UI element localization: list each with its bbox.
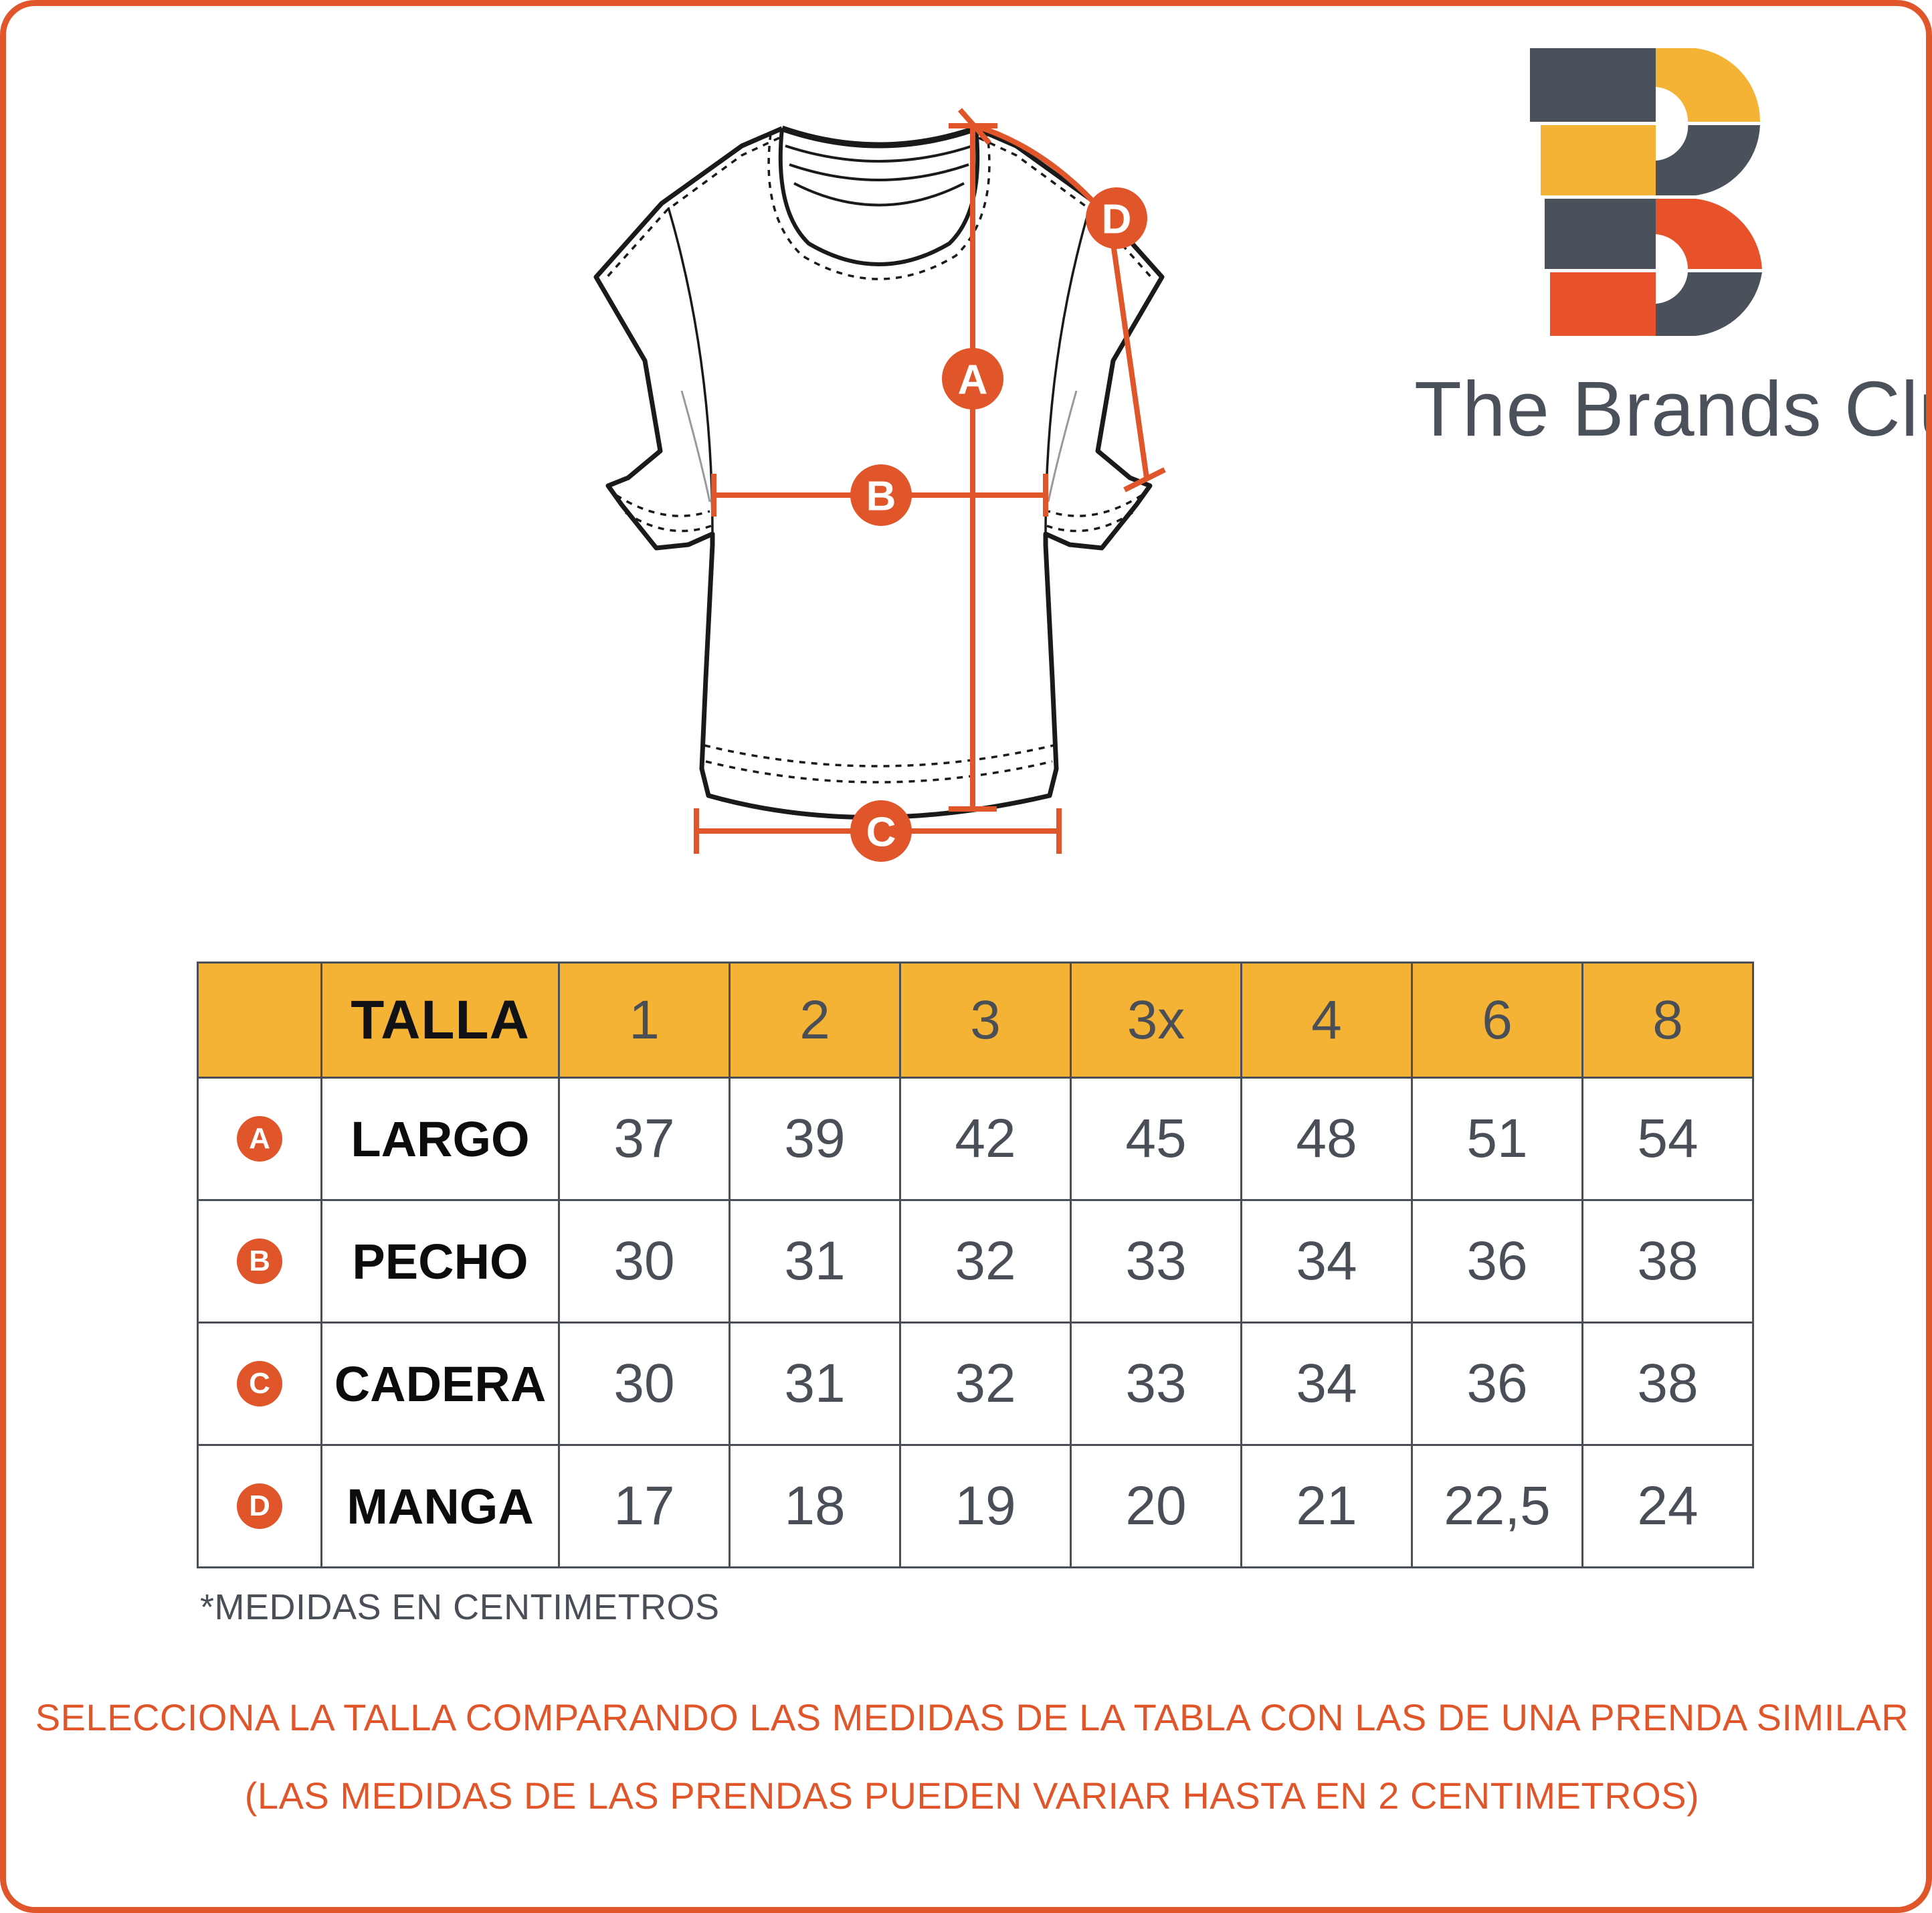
measure-line-A [949, 123, 997, 812]
table-header-row: TALLA 1 2 3 3x 4 6 8 [197, 962, 1754, 1079]
header-size-6: 6 [1411, 962, 1583, 1079]
row-badge-cell: B [197, 1199, 322, 1324]
cell-cadera-3: 32 [899, 1322, 1072, 1446]
row-badge-cell: A [197, 1077, 322, 1201]
cell-largo-8: 54 [1581, 1077, 1754, 1201]
header-size-4: 4 [1240, 962, 1413, 1079]
measure-badge-b: B [237, 1239, 282, 1284]
header-size-2: 2 [729, 962, 901, 1079]
measure-badge-a: A [237, 1116, 282, 1162]
cell-cadera-6: 36 [1411, 1322, 1583, 1446]
measure-badge-c: C [237, 1361, 282, 1406]
cell-pecho-6: 36 [1411, 1199, 1583, 1324]
sleeve-fold-lines [680, 390, 1078, 503]
svg-text:C: C [866, 810, 896, 856]
svg-text:A: A [958, 357, 988, 403]
measure-line-D [953, 108, 1166, 492]
neckline [778, 125, 980, 266]
cell-pecho-3x: 33 [1070, 1199, 1242, 1324]
cell-manga-2: 18 [729, 1444, 901, 1568]
table-row: A LARGO 37 39 42 45 48 51 54 [197, 1077, 1754, 1201]
bottom-hem-stitch [704, 744, 1054, 784]
cell-cadera-4: 34 [1240, 1322, 1413, 1446]
row-label-manga: MANGA [320, 1444, 560, 1568]
table-row: D MANGA 17 18 19 20 21 22,5 24 [197, 1444, 1754, 1568]
marker-B: B [850, 464, 912, 526]
header-size-8: 8 [1581, 962, 1754, 1079]
cell-cadera-1: 30 [558, 1322, 731, 1446]
cell-largo-3: 42 [899, 1077, 1072, 1201]
cell-manga-8: 24 [1581, 1444, 1754, 1568]
header-talla: TALLA [320, 962, 560, 1079]
cell-manga-3x: 20 [1070, 1444, 1242, 1568]
cell-pecho-3: 32 [899, 1199, 1072, 1324]
row-label-largo: LARGO [320, 1077, 560, 1201]
cell-pecho-4: 34 [1240, 1199, 1413, 1324]
brands-club-b-monogram-icon [1530, 48, 1762, 336]
marker-C: C [850, 800, 912, 862]
brand-logo: The Brands Club [1414, 36, 1926, 452]
tshirt-technical-drawing: A B C D [593, 108, 1166, 862]
cell-cadera-8: 38 [1581, 1322, 1754, 1446]
cell-largo-2: 39 [729, 1077, 901, 1201]
neckline-stitch [767, 133, 991, 280]
instruction-line-1: SELECCIONA LA TALLA COMPARANDO LAS MEDID… [35, 1696, 1909, 1738]
row-badge-cell: D [197, 1444, 322, 1568]
cell-largo-6: 51 [1411, 1077, 1583, 1201]
garment-diagram: A B C D [581, 76, 1324, 906]
row-badge-cell: C [197, 1322, 322, 1446]
header-size-1: 1 [558, 962, 731, 1079]
shoulder-stitch [603, 136, 1155, 282]
cell-pecho-1: 30 [558, 1199, 731, 1324]
cell-largo-3x: 45 [1070, 1077, 1242, 1201]
collar-rib-bands [785, 145, 973, 207]
cell-largo-4: 48 [1240, 1077, 1413, 1201]
cell-manga-1: 17 [558, 1444, 731, 1568]
sleeve-hem-stitch [615, 494, 1143, 533]
cell-manga-3: 19 [899, 1444, 1072, 1568]
svg-text:D: D [1102, 197, 1132, 243]
size-table: TALLA 1 2 3 3x 4 6 8 A LARGO 37 39 42 45… [197, 962, 1754, 1568]
measure-badge-d: D [237, 1483, 282, 1529]
table-row: B PECHO 30 31 32 33 34 36 38 [197, 1199, 1754, 1324]
brand-wordmark: The Brands Club [1414, 365, 1926, 452]
cell-pecho-2: 31 [729, 1199, 901, 1324]
header-size-3x: 3x [1070, 962, 1242, 1079]
sizing-instructions: SELECCIONA LA TALLA COMPARANDO LAS MEDID… [6, 1696, 1926, 1817]
cell-largo-1: 37 [558, 1077, 731, 1201]
instruction-line-2: (LAS MEDIDAS DE LAS PRENDAS PUEDEN VARIA… [244, 1774, 1700, 1817]
cell-manga-6: 22,5 [1411, 1444, 1583, 1568]
marker-A: A [942, 348, 1003, 409]
header-corner-cell [197, 962, 322, 1079]
table-row: C CADERA 30 31 32 33 34 36 38 [197, 1322, 1754, 1446]
cell-cadera-2: 31 [729, 1322, 901, 1446]
row-label-cadera: CADERA [320, 1322, 560, 1446]
svg-text:B: B [866, 474, 896, 520]
cell-cadera-3x: 33 [1070, 1322, 1242, 1446]
header-size-3: 3 [899, 962, 1072, 1079]
row-label-pecho: PECHO [320, 1199, 560, 1324]
cell-pecho-8: 38 [1581, 1199, 1754, 1324]
units-note: *MEDIDAS EN CENTIMETROS [200, 1587, 720, 1627]
marker-D: D [1086, 187, 1147, 249]
cell-manga-4: 21 [1240, 1444, 1413, 1568]
